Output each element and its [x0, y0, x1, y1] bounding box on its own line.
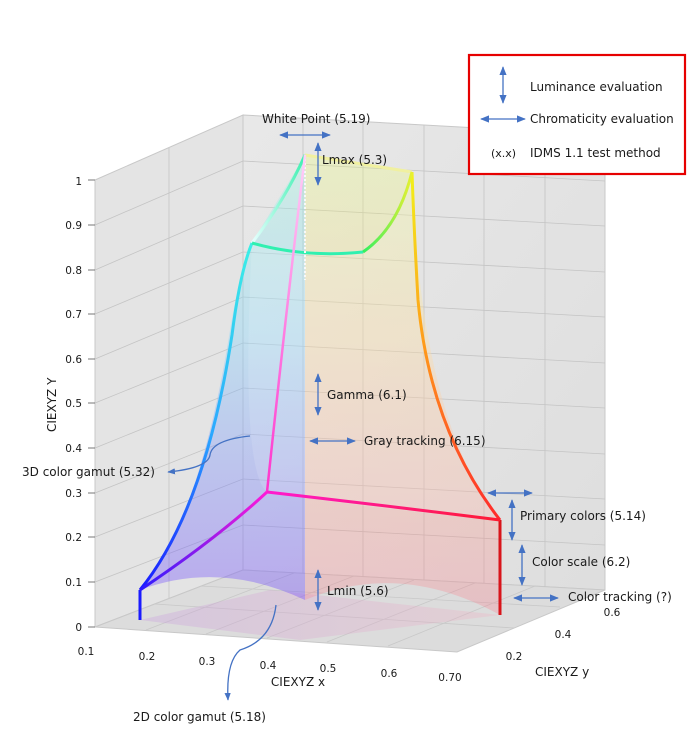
svg-text:0.1: 0.1 [65, 577, 82, 589]
svg-text:0.4: 0.4 [260, 660, 277, 672]
svg-text:0.6: 0.6 [65, 354, 82, 366]
magenta-vertical-edge [265, 154, 307, 493]
annotation-labels: White Point (5.19) Lmax (5.3) Gamma (6.1… [22, 112, 672, 724]
svg-text:0.2: 0.2 [506, 651, 523, 663]
color-tracking-label: Color tracking (?) [568, 590, 672, 604]
z-axis-label: CIEXYZ Y [45, 377, 59, 432]
legend-method-symbol: (x.x) [491, 147, 516, 160]
gamut-volume-right [305, 155, 500, 615]
svg-text:0.3: 0.3 [65, 488, 82, 500]
svg-text:0.9: 0.9 [65, 220, 82, 232]
top-edge [304, 153, 413, 174]
blue-magenta-edge [139, 490, 269, 592]
legend-chromaticity-label: Chromaticity evaluation [530, 112, 674, 126]
svg-text:0.70: 0.70 [438, 672, 461, 684]
svg-text:0.5: 0.5 [320, 663, 337, 675]
lmin-label: Lmin (5.6) [327, 584, 389, 598]
gray-tracking-label: Gray tracking (6.15) [364, 434, 486, 448]
white-top-left-edge [250, 154, 307, 244]
z-axis-tick-marks [88, 179, 95, 628]
gamma-label: Gamma (6.1) [327, 388, 407, 402]
z-axis-ticks: 0 0.1 0.2 0.3 0.4 0.5 0.6 0.7 0.8 0.9 1 [65, 176, 82, 634]
annotation-arrows [167, 131, 559, 701]
svg-text:0.7: 0.7 [65, 309, 82, 321]
gamut-2d-pointer [224, 604, 277, 701]
y-axis-ticks: 0.2 0.4 0.6 [506, 607, 621, 663]
blue-cyan-edge [138, 242, 254, 591]
gamut-3d-pointer [167, 435, 251, 475]
lmax-label: Lmax (5.3) [322, 153, 387, 167]
magenta-red-edge [266, 490, 501, 522]
gamut-volume-left [140, 155, 305, 600]
color-scale-label: Color scale (6.2) [532, 555, 630, 569]
svg-text:0.1: 0.1 [78, 646, 95, 658]
legend: Luminance evaluation Chromaticity evalua… [467, 53, 687, 176]
cyan-green-edge [251, 241, 364, 256]
floor-gamut-2d [140, 590, 500, 640]
x-axis-label: CIEXYZ x [271, 675, 325, 689]
y-axis-label: CIEXYZ y [535, 665, 589, 679]
svg-text:0.3: 0.3 [199, 656, 216, 668]
primary-colors-label: Primary colors (5.14) [520, 509, 646, 523]
svg-text:0.6: 0.6 [381, 668, 398, 680]
svg-text:0.2: 0.2 [65, 532, 82, 544]
svg-text:0.5: 0.5 [65, 398, 82, 410]
svg-text:0: 0 [75, 622, 82, 634]
color-gamut-3d-label: 3D color gamut (5.32) [22, 465, 155, 479]
svg-text:1: 1 [75, 176, 82, 188]
x-axis-ticks: 0.1 0.2 0.3 0.4 0.5 0.6 0.70 [78, 646, 462, 684]
green-yellow-edge [362, 171, 414, 254]
legend-luminance-label: Luminance evaluation [530, 80, 663, 94]
svg-text:0.8: 0.8 [65, 265, 82, 277]
color-gamut-2d-label: 2D color gamut (5.18) [133, 710, 266, 724]
svg-text:0.2: 0.2 [139, 651, 156, 663]
red-yellow-edge [410, 171, 502, 521]
svg-text:0.4: 0.4 [555, 629, 572, 641]
svg-text:0.4: 0.4 [65, 443, 82, 455]
gamut-volume-front [248, 172, 500, 520]
white-point-label: White Point (5.19) [262, 112, 370, 126]
legend-method-label: IDMS 1.1 test method [530, 146, 661, 160]
svg-text:0.6: 0.6 [604, 607, 621, 619]
